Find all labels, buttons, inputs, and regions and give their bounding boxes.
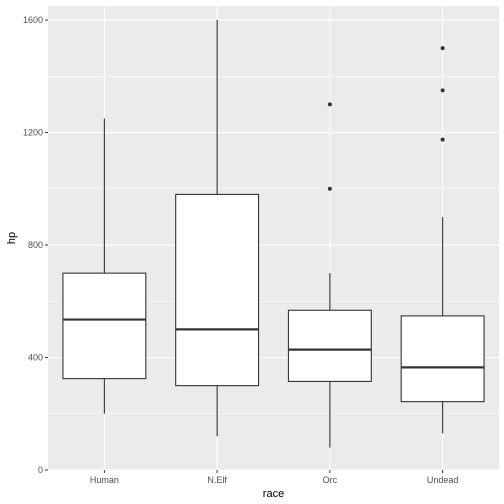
outlier-point [327, 186, 332, 191]
x-tick-label: Human [90, 475, 119, 485]
boxes-layer [62, 20, 485, 448]
iqr-box [62, 272, 147, 380]
x-tick-label: Orc [323, 475, 338, 485]
box-undead [400, 46, 485, 434]
y-tick-label: 400 [28, 353, 43, 363]
x-axis-title: race [263, 488, 284, 500]
y-axis-title: hp [6, 232, 18, 244]
outlier-point [440, 46, 445, 51]
y-tick-label: 0 [38, 465, 43, 475]
box-n-elf [175, 20, 260, 437]
outlier-point [440, 88, 445, 93]
x-tick-label: Undead [427, 475, 459, 485]
y-tick-label: 800 [28, 240, 43, 250]
outlier-point [327, 102, 332, 107]
outlier-point [440, 137, 445, 142]
box-orc [287, 102, 372, 448]
iqr-box [175, 193, 260, 387]
y-tick-label: 1200 [23, 128, 43, 138]
box-human [62, 118, 147, 414]
x-tick-label: N.Elf [207, 475, 227, 485]
iqr-box [287, 309, 372, 382]
y-axis: 0 400 800 1200 1600 [23, 15, 48, 475]
iqr-box [400, 315, 485, 403]
y-tick-label: 1600 [23, 15, 43, 25]
x-axis: Human N.Elf Orc Undead [90, 470, 459, 485]
